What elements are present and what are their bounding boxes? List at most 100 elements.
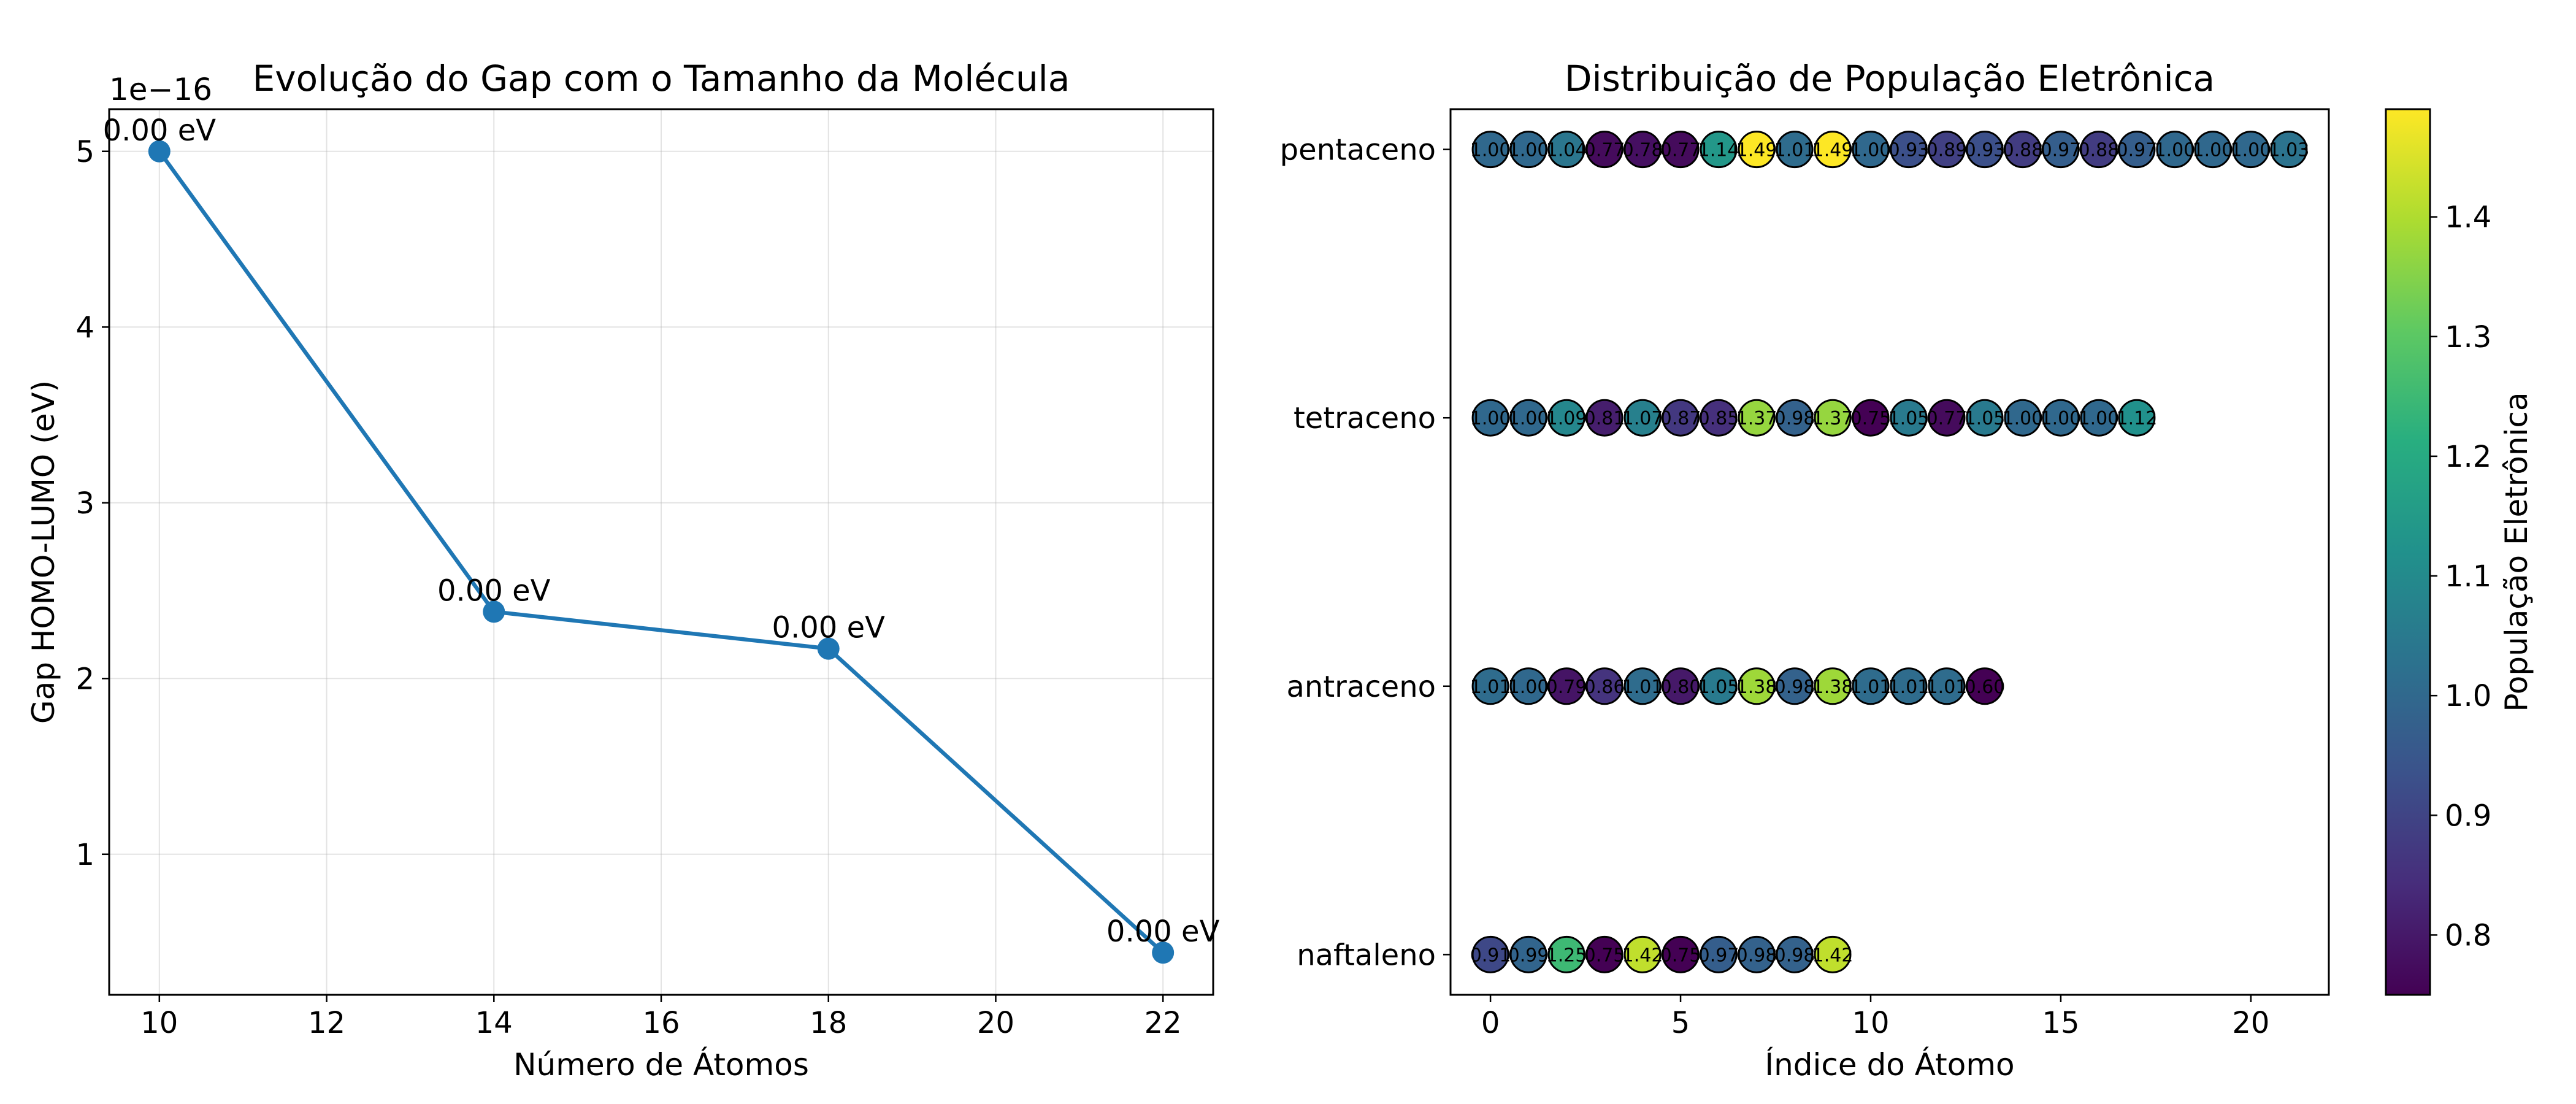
atom-population-marker: [1585, 131, 1623, 169]
colorbar-tick-label: 1.4: [2445, 201, 2491, 235]
atom-population-label: 0.89: [1926, 140, 1968, 161]
atom-population-label: 1.01: [1926, 677, 1968, 698]
atom-population-marker: [1776, 667, 1814, 705]
atom-population-marker: [2080, 399, 2118, 437]
atom-population-label: 0.79: [1546, 677, 1587, 698]
atom-population-label: 0.87: [1660, 408, 1701, 429]
atom-population-label: 1.14: [1698, 140, 1739, 161]
atom-population-label: 1.07: [1622, 408, 1663, 429]
atom-population-marker: [2042, 399, 2080, 437]
atom-population-label: 1.09: [1546, 408, 1587, 429]
atom-population-label: 0.88: [2079, 140, 2120, 161]
atom-population-marker: [1700, 935, 1738, 973]
population-chart-y-tick-label: antraceno: [1286, 670, 1436, 704]
atom-population-label: 0.97: [1698, 945, 1739, 966]
atom-population-marker: [1662, 935, 1700, 973]
atom-population-marker: [2194, 131, 2232, 169]
atom-population-marker: [1738, 131, 1776, 169]
colorbar-tick-label: 1.1: [2445, 559, 2491, 594]
atom-population-label: 1.03: [2269, 140, 2310, 161]
colorbar: 0.8 0.9 1.0 1.1 1.2 1.3 1.4 População Eletrôni…: [2385, 108, 2534, 996]
population-chart-marks: 0.910.991.250.751.420.750.970.980.981.42…: [1470, 131, 2310, 973]
atom-population-marker: [1852, 667, 1890, 705]
atom-population-label: 1.00: [1508, 677, 1549, 698]
atom-population-label: 0.77: [1926, 408, 1968, 429]
gap-series-line: [158, 150, 1165, 954]
atom-population-label: 0.86: [1584, 677, 1625, 698]
atom-population-label: 1.05: [1698, 677, 1739, 698]
atom-population-label: 1.25: [1546, 945, 1587, 966]
atom-population-label: 0.77: [1660, 140, 1701, 161]
atom-population-label: 0.98: [1774, 945, 1815, 966]
atom-population-marker: [1509, 399, 1547, 437]
gap-chart-y-tick-label: 4: [75, 310, 94, 345]
gap-chart-y-tick-label: 2: [75, 662, 94, 696]
atom-population-label: 1.01: [1622, 677, 1663, 698]
atom-population-marker: [1585, 667, 1623, 705]
atom-population-marker: [2080, 131, 2118, 169]
gap-data-label: 0.00 eV: [772, 611, 885, 645]
atom-population-marker: [1471, 935, 1509, 973]
atom-population-label: 1.49: [1812, 140, 1853, 161]
atom-population-marker: [1852, 399, 1890, 437]
atom-population-marker: [1700, 131, 1738, 169]
atom-population-label: 0.80: [1660, 677, 1701, 698]
atom-population-label: 0.60: [1965, 677, 2006, 698]
gap-chart-x-tick-label: 16: [642, 1006, 680, 1040]
atom-population-marker: [1700, 667, 1738, 705]
gap-chart-grid: [109, 109, 1213, 995]
gap-chart-y-tick-label: 5: [75, 135, 94, 169]
atom-population-marker: [1547, 131, 1585, 169]
colorbar-tick-label: 1.2: [2445, 440, 2491, 474]
atom-population-marker: [1966, 131, 2004, 169]
atom-population-label: 0.77: [1584, 140, 1625, 161]
atom-population-marker: [1509, 935, 1547, 973]
atom-population-label: 1.00: [1508, 140, 1549, 161]
atom-population-label: 1.01: [1850, 677, 1892, 698]
atom-population-label: 1.05: [1888, 408, 1930, 429]
population-chart-x-tick-label: 10: [1852, 1006, 1889, 1040]
atom-population-label: 0.99: [1508, 945, 1549, 966]
gap-data-label: 0.00 eV: [1106, 914, 1220, 949]
colorbar-tick-label: 1.3: [2445, 320, 2491, 355]
colorbar-gradient: [2385, 108, 2431, 996]
atom-population-marker: [1928, 667, 1966, 705]
population-chart-x-tick-label: 5: [1671, 1006, 1690, 1040]
atom-population-marker: [1814, 935, 1852, 973]
population-chart-y-tick-label: pentaceno: [1280, 133, 1436, 167]
atom-population-marker: [1966, 399, 2004, 437]
atom-population-marker: [1509, 667, 1547, 705]
atom-population-label: 1.49: [1736, 140, 1777, 161]
atom-population-marker: [2232, 131, 2270, 169]
atom-population-marker: [1509, 131, 1547, 169]
atom-population-marker: [1738, 935, 1776, 973]
atom-population-label: 0.78: [1622, 140, 1663, 161]
atom-population-marker: [2004, 399, 2042, 437]
colorbar-label: População Eletrônica: [2499, 392, 2534, 711]
gap-chart-x-tick-label: 22: [1144, 1006, 1182, 1040]
gap-data-label: 0.00 eV: [103, 113, 217, 148]
gap-chart-title: Evolução do Gap com o Tamanho da Molécul…: [253, 58, 1070, 99]
atom-population-label: 1.37: [1812, 408, 1853, 429]
atom-population-marker: [1776, 131, 1814, 169]
atom-population-marker: [1776, 399, 1814, 437]
population-chart-y-tick-label: tetraceno: [1294, 401, 1436, 435]
population-chart: 0 5 10 15 20 naftaleno antraceno tetraceno penta…: [1280, 58, 2330, 1083]
atom-population-marker: [1585, 399, 1623, 437]
atom-population-marker: [1890, 131, 1928, 169]
colorbar-tick-label: 0.8: [2445, 918, 2491, 953]
colorbar-tick-label: 0.9: [2445, 799, 2491, 833]
atom-population-marker: [1585, 935, 1623, 973]
population-chart-title: Distribuição de População Eletrônica: [1565, 58, 2215, 99]
atom-population-label: 1.01: [1470, 677, 1511, 698]
population-chart-x-tick-label: 15: [2042, 1006, 2079, 1040]
gap-chart-y-label: Gap HOMO-LUMO (eV): [26, 380, 61, 724]
colorbar-tick-label: 1.0: [2445, 679, 2491, 713]
atom-population-marker: [1928, 399, 1966, 437]
atom-population-marker: [1623, 399, 1662, 437]
atom-population-label: 1.38: [1736, 677, 1777, 698]
atom-population-label: 0.97: [2041, 140, 2082, 161]
atom-population-marker: [1547, 399, 1585, 437]
atom-population-label: 0.98: [1774, 677, 1815, 698]
atom-population-marker: [1814, 399, 1852, 437]
